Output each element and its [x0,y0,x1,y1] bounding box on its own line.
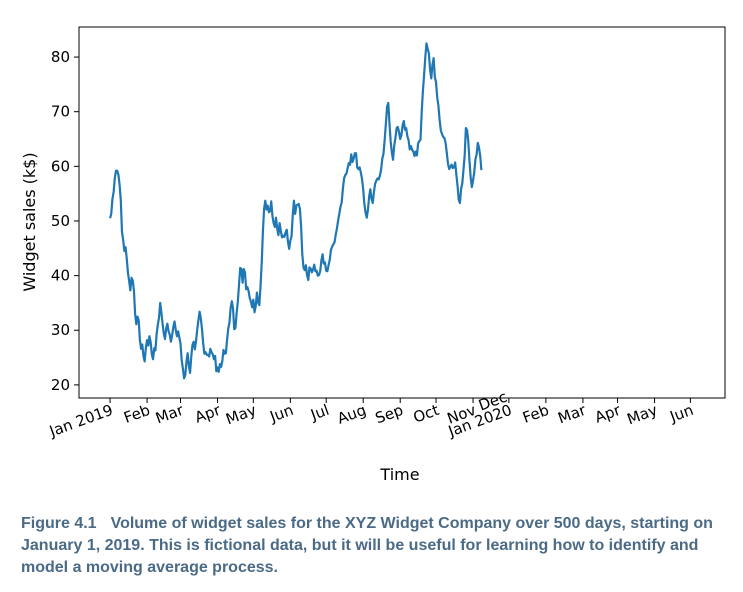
x-tick-label: May [223,401,258,429]
x-tick-label: Jul [307,401,331,424]
x-tick-label: Aug [335,401,369,428]
y-tick-label: 20 [51,376,70,394]
figure-caption: Figure 4.1 Volume of widget sales for the… [21,513,731,579]
x-tick-label: Sep [373,401,406,428]
y-tick-label: 80 [51,48,70,66]
figure-number: Figure 4.1 [21,515,97,532]
y-tick-label: 30 [51,321,70,339]
caption-text: Volume of widget sales for the XYZ Widge… [21,515,713,576]
y-axis-label: Widget sales (k$) [20,152,39,291]
x-tick-label: Apr [192,401,223,427]
x-tick-label: Mar [153,401,187,428]
x-tick-label: May [625,401,660,429]
x-tick-label: Jun [267,401,296,426]
y-tick-label: 70 [51,103,70,121]
x-tick-label: Mar [556,401,590,428]
y-tick-label: 40 [51,267,70,285]
plot-frame [78,26,726,399]
x-tick-label: Feb [520,401,551,427]
y-tick-label: 50 [51,212,70,230]
y-tick-label: 60 [51,157,70,175]
series-line [108,42,483,380]
x-tick-label: Apr [592,401,623,427]
x-tick-label: Feb [121,401,152,427]
x-tick-label: Jan 2019 [46,401,115,441]
x-axis-label: Time [379,465,419,484]
x-tick-label: Oct [411,401,442,427]
x-tick-label: Jun [667,401,696,426]
